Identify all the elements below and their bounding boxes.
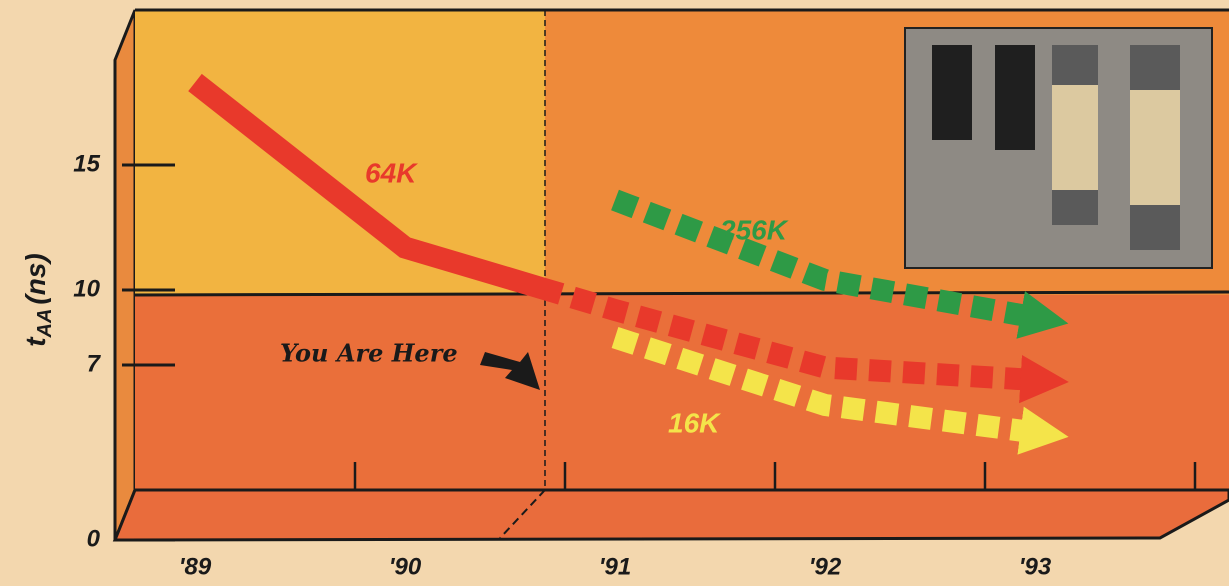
series-line — [611, 189, 1069, 339]
y-label-sub: AA — [34, 309, 56, 339]
y-tick-label: 10 — [73, 275, 100, 302]
x-tick-label: '90 — [389, 553, 422, 580]
series-name: 16K — [668, 407, 721, 438]
plot — [122, 73, 1197, 542]
x-tick-label: '92 — [809, 553, 842, 580]
annotation-arrow — [480, 352, 540, 390]
annotation: You Are Here — [280, 339, 458, 368]
y-label-unit: (ns) — [20, 253, 51, 304]
chip-photo — [904, 27, 1213, 269]
y-tick-label: 15 — [73, 150, 100, 177]
series-name: 64K — [365, 157, 418, 188]
y-tick-label: 7 — [87, 350, 102, 377]
y-label: t — [20, 336, 51, 347]
x-tick-label: '93 — [1019, 553, 1052, 580]
series-line — [611, 327, 1069, 455]
series-line-solid — [188, 73, 545, 301]
x-tick-label: '89 — [179, 553, 212, 580]
x-tick-label: '91 — [599, 553, 631, 580]
series-line — [545, 277, 1069, 404]
series-name: 256K — [719, 214, 789, 245]
y-axis-label: tAA (ns) — [20, 253, 56, 347]
y-tick-label: 0 — [87, 525, 101, 552]
